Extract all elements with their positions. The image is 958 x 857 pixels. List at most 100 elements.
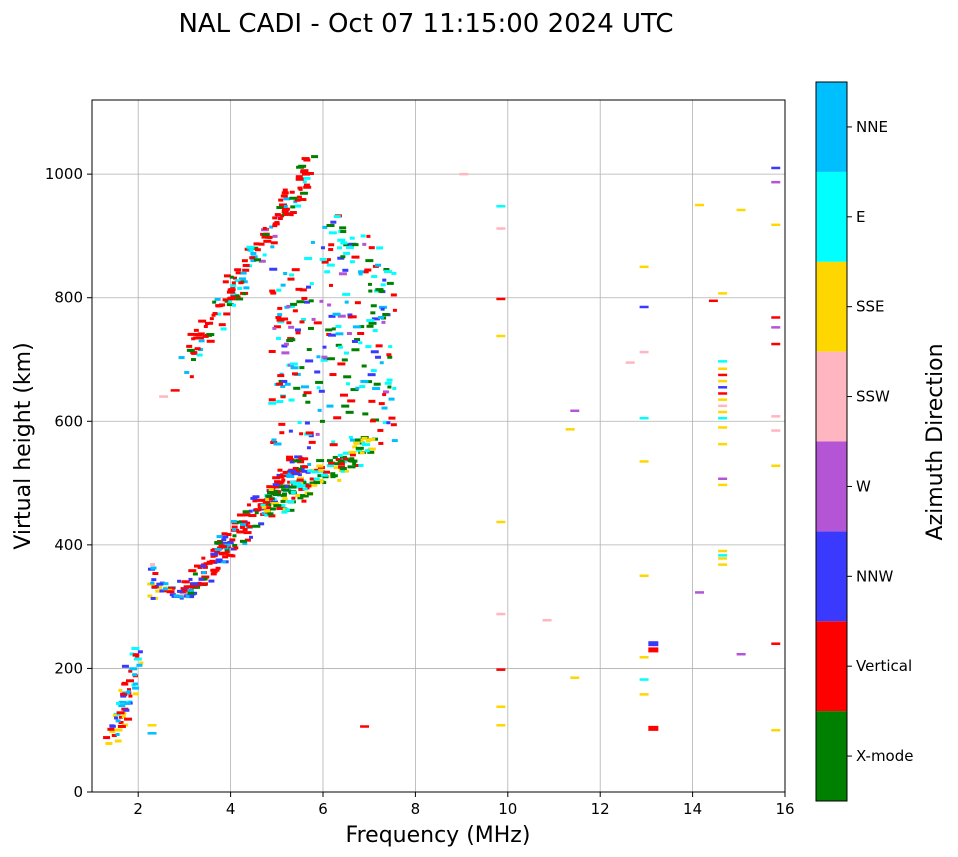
data-point — [386, 378, 393, 382]
data-point — [708, 299, 718, 303]
data-point — [337, 314, 346, 318]
data-point — [306, 348, 312, 352]
data-point — [718, 373, 728, 377]
data-point — [345, 410, 354, 414]
data-point — [147, 732, 157, 735]
data-point — [266, 491, 275, 495]
data-point — [193, 584, 200, 588]
data-point — [308, 434, 314, 438]
data-point — [328, 243, 335, 247]
data-point — [718, 292, 728, 295]
data-point — [280, 494, 287, 498]
data-point — [274, 480, 281, 484]
data-point — [261, 235, 266, 239]
data-point — [358, 272, 363, 276]
data-point — [123, 708, 130, 712]
data-point — [299, 191, 308, 195]
data-point — [322, 475, 329, 479]
data-point — [277, 475, 285, 479]
data-point — [288, 398, 295, 402]
data-point — [283, 197, 291, 201]
data-point — [246, 503, 251, 507]
data-point — [310, 240, 315, 244]
data-point — [203, 577, 208, 581]
data-point — [307, 484, 312, 488]
data-point — [718, 386, 728, 389]
data-point — [297, 467, 302, 471]
data-point — [280, 384, 286, 388]
data-point — [152, 572, 159, 576]
data-point — [259, 507, 264, 511]
data-point — [126, 690, 131, 694]
data-point — [118, 715, 123, 719]
data-point — [265, 494, 273, 498]
data-point — [282, 507, 287, 511]
data-point — [137, 650, 143, 654]
data-point — [317, 474, 323, 478]
data-point — [361, 436, 368, 440]
data-point — [718, 442, 728, 446]
data-point — [122, 681, 128, 685]
data-point — [276, 400, 284, 404]
data-point — [213, 560, 218, 564]
data-point — [305, 359, 314, 363]
data-point — [277, 374, 285, 378]
data-point — [227, 288, 235, 292]
data-point — [222, 555, 229, 559]
data-point — [320, 246, 325, 250]
data-point — [257, 498, 265, 502]
data-point — [306, 492, 313, 496]
data-point — [193, 328, 199, 332]
data-point — [381, 406, 388, 410]
data-point — [343, 251, 351, 255]
data-point — [372, 387, 381, 391]
data-point — [268, 514, 276, 518]
data-points — [103, 155, 781, 745]
data-point — [268, 350, 276, 354]
data-point — [293, 459, 302, 463]
data-point — [295, 331, 301, 335]
data-point — [185, 595, 190, 599]
data-point — [226, 290, 235, 294]
data-point — [270, 291, 277, 295]
data-point — [320, 358, 328, 362]
data-point — [296, 195, 302, 199]
data-point — [332, 455, 338, 459]
data-point — [771, 728, 781, 732]
data-point — [337, 478, 342, 482]
data-point — [291, 268, 300, 272]
data-point — [222, 535, 229, 539]
data-point — [362, 443, 371, 447]
data-point — [215, 558, 223, 562]
data-point — [278, 379, 283, 383]
data-point — [308, 299, 314, 303]
data-point — [276, 473, 282, 477]
data-point — [349, 453, 356, 457]
data-point — [124, 701, 131, 705]
data-point — [718, 477, 728, 480]
data-point — [212, 300, 217, 304]
data-point — [340, 255, 346, 259]
data-point — [318, 468, 324, 472]
data-point — [290, 205, 296, 209]
data-point — [322, 225, 328, 229]
data-point — [301, 296, 308, 300]
data-point — [295, 177, 304, 181]
data-point — [289, 196, 298, 200]
data-point — [298, 487, 305, 491]
data-point — [105, 741, 113, 745]
data-point — [648, 641, 659, 647]
data-point — [383, 268, 390, 272]
data-point — [302, 457, 309, 461]
data-point — [317, 408, 322, 412]
data-point — [718, 483, 728, 487]
data-point — [542, 618, 552, 622]
data-point — [220, 551, 227, 555]
data-point — [133, 682, 139, 686]
data-point — [285, 485, 290, 489]
data-point — [132, 686, 140, 690]
data-point — [289, 213, 294, 217]
colorbar-label: NNW — [856, 567, 893, 585]
data-point — [365, 380, 373, 384]
data-point — [358, 341, 363, 345]
